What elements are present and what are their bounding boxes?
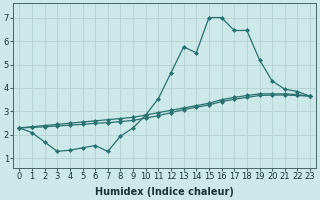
X-axis label: Humidex (Indice chaleur): Humidex (Indice chaleur) <box>95 187 234 197</box>
